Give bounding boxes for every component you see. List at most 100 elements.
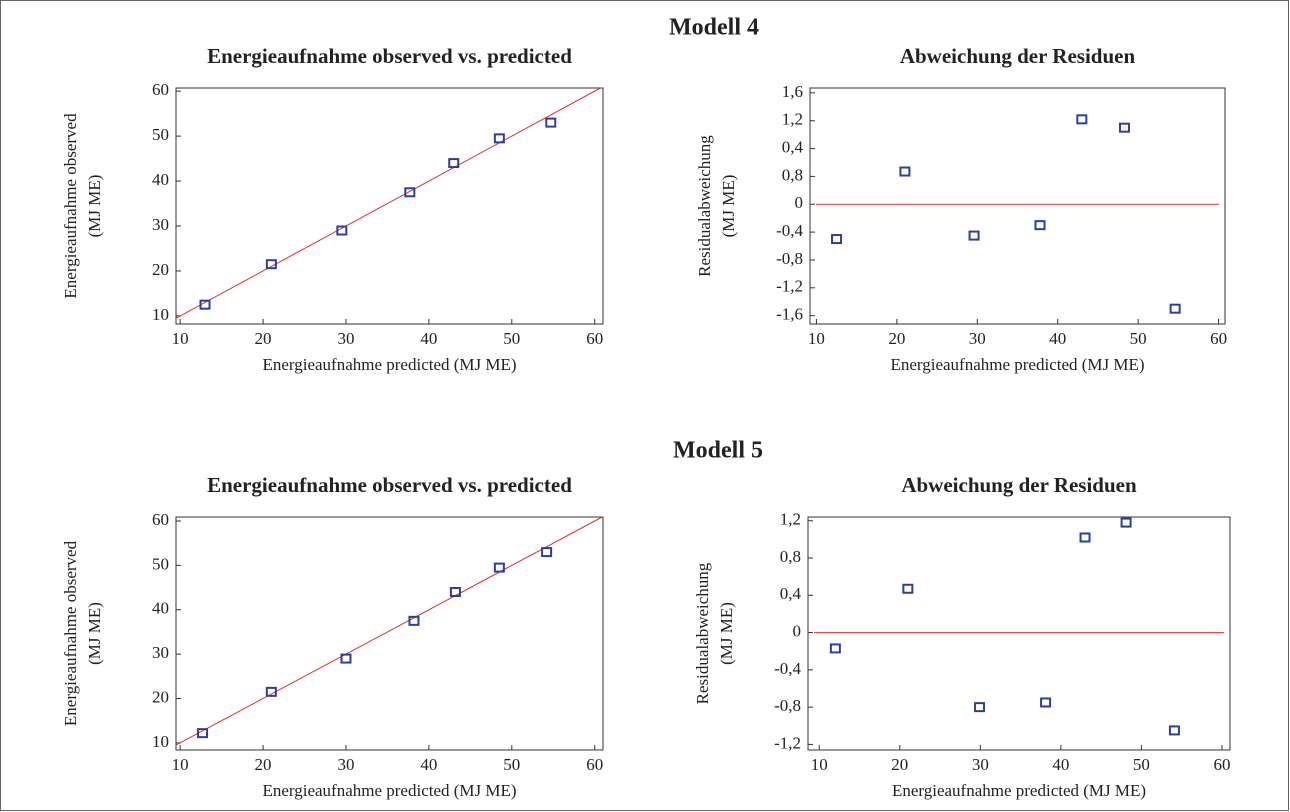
x-tick-label: 10 (172, 755, 189, 774)
y-tick-label: 50 (152, 554, 169, 573)
reference-line (175, 516, 603, 746)
x-tick-label: 20 (891, 755, 908, 774)
y-tick-label: 60 (152, 80, 169, 99)
plot-area (809, 87, 1226, 325)
x-tick-label: 10 (811, 755, 828, 774)
point (541, 547, 553, 558)
x-tick-label: 20 (888, 329, 905, 348)
point (265, 259, 277, 270)
y-axis-label: Residualabweichung (693, 562, 712, 704)
x-axis-label: Energieaufnahme predicted (MJ ME) (890, 355, 1144, 374)
y-axis-label: Energieaufnahme observed (61, 113, 80, 299)
x-tick-label: 40 (1052, 755, 1069, 774)
y-tick-label: -1,2 (776, 277, 803, 296)
plot-area (175, 516, 604, 751)
x-tick-label: 30 (337, 755, 354, 774)
y-tick-label: 30 (152, 643, 169, 662)
chart-title: Energieaufnahme observed vs. predicted (207, 44, 572, 68)
y-tick-label: 1,2 (780, 510, 801, 529)
point (448, 158, 460, 169)
point (404, 187, 416, 198)
point (1040, 697, 1052, 708)
x-tick-label: 50 (1133, 755, 1150, 774)
y-tick-label: 1,2 (782, 110, 803, 129)
y-tick-label: 50 (152, 125, 169, 144)
point (1079, 532, 1091, 543)
x-tick-label: 60 (1213, 755, 1230, 774)
y-tick-label: 40 (152, 170, 169, 189)
x-tick-label: 60 (586, 755, 603, 774)
point (899, 166, 911, 177)
x-tick-label: 10 (172, 329, 189, 348)
y-tick-label: -0,4 (774, 659, 801, 678)
x-tick-label: 60 (586, 329, 603, 348)
x-tick-label: 30 (972, 755, 989, 774)
y-tick-label: 60 (152, 510, 169, 529)
y-axis-label: Residualabweichung (695, 135, 714, 277)
point (1169, 303, 1181, 314)
y-tick-label: -0,4 (776, 221, 803, 240)
y-tick-label: 20 (152, 260, 169, 279)
point (1076, 114, 1088, 125)
y-tick-label: 10 (152, 732, 169, 751)
point (199, 299, 211, 310)
chart-title: Abweichung der Residuen (901, 473, 1137, 497)
x-tick-label: 50 (503, 329, 520, 348)
section-heading: Modell 5 (673, 438, 763, 464)
y-tick-label: 0 (795, 193, 804, 212)
point (831, 234, 843, 245)
x-tick-label: 10 (808, 329, 825, 348)
x-tick-label: 50 (503, 755, 520, 774)
point (1118, 122, 1130, 133)
y-tick-label: 10 (152, 305, 169, 324)
y-tick-label: 1,6 (782, 82, 803, 101)
plot-area (807, 516, 1231, 751)
y-axis-label: (MJ ME) (85, 175, 104, 238)
x-axis-label: Energieaufnahme predicted (MJ ME) (262, 781, 516, 800)
x-tick-label: 30 (337, 329, 354, 348)
y-tick-label: 0,8 (782, 165, 803, 184)
y-tick-label: 0,8 (780, 547, 801, 566)
point (449, 587, 461, 598)
y-tick-label: -1,2 (774, 733, 801, 752)
y-tick-label: 30 (152, 215, 169, 234)
x-tick-label: 20 (255, 755, 272, 774)
y-tick-label: 20 (152, 687, 169, 706)
point (493, 133, 505, 144)
x-tick-label: 20 (255, 329, 272, 348)
point (340, 653, 352, 664)
point (408, 615, 420, 626)
point (1034, 220, 1046, 231)
section-heading: Modell 4 (669, 15, 759, 41)
x-tick-label: 30 (969, 329, 986, 348)
point (545, 117, 557, 128)
y-axis-label: (MJ ME) (717, 602, 736, 665)
x-axis-label: Energieaufnahme predicted (MJ ME) (262, 355, 516, 374)
y-tick-label: 0,4 (782, 137, 804, 156)
y-tick-label: -0,8 (774, 696, 801, 715)
y-tick-label: -0,8 (776, 249, 803, 268)
y-tick-label: -1,6 (776, 305, 803, 324)
y-tick-label: 40 (152, 599, 169, 618)
point (974, 702, 986, 713)
x-tick-label: 60 (1210, 329, 1227, 348)
point (829, 643, 841, 654)
x-tick-label: 40 (420, 329, 437, 348)
y-tick-label: 0 (793, 621, 802, 640)
point (197, 728, 209, 739)
x-tick-label: 40 (1049, 329, 1066, 348)
y-axis-label: (MJ ME) (85, 602, 104, 665)
chart-title: Energieaufnahme observed vs. predicted (207, 473, 572, 497)
y-axis-label: Energieaufnahme observed (61, 540, 80, 726)
point (1120, 517, 1132, 528)
point (1168, 725, 1180, 736)
point (902, 583, 914, 594)
x-tick-label: 50 (1130, 329, 1147, 348)
x-axis-label: Energieaufnahme predicted (MJ ME) (892, 781, 1146, 800)
y-axis-label: (MJ ME) (719, 175, 738, 238)
point (968, 230, 980, 241)
point (336, 225, 348, 236)
